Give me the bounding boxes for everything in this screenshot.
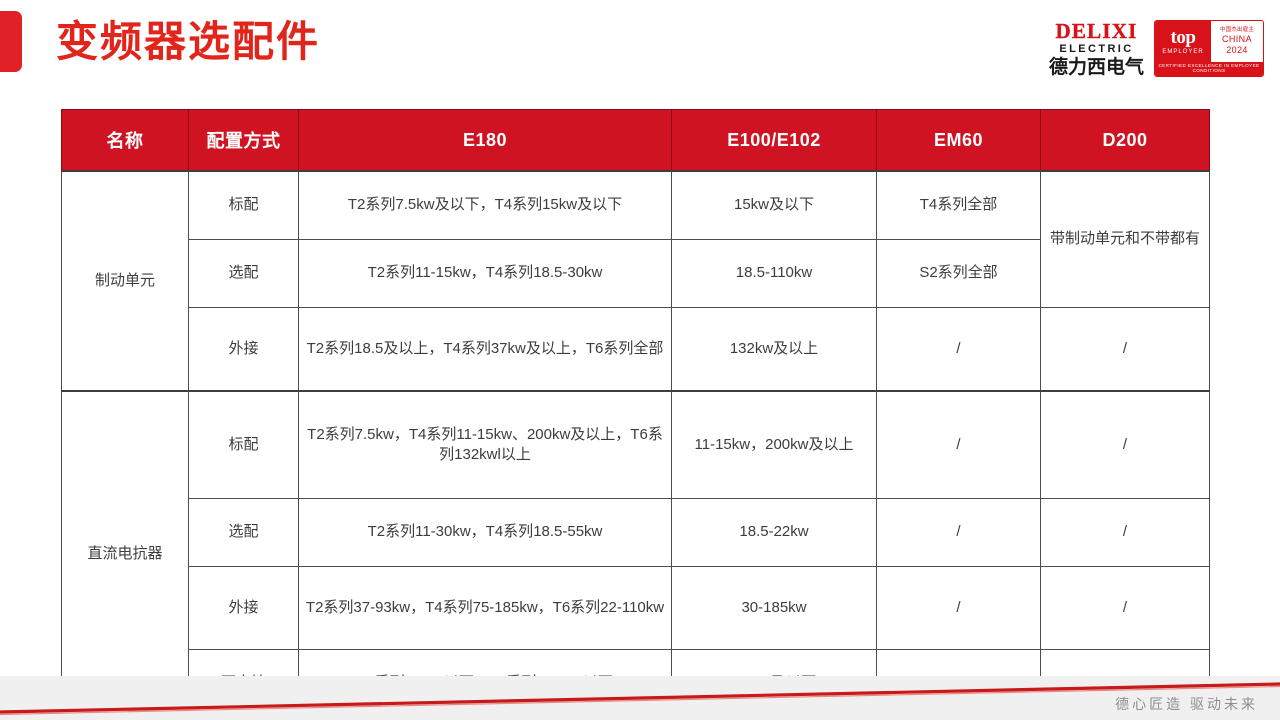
config-cell: 标配: [188, 390, 299, 499]
badge-main: top EMPLOYER 中国杰出雇主 CHINA 2024: [1155, 21, 1263, 63]
col-header-config: 配置方式: [188, 109, 299, 172]
group-name-brake-unit: 制动单元: [61, 170, 189, 392]
page-title: 变频器选配件: [56, 18, 321, 65]
brand-block: DELIXI ELECTRIC 德力西电气 top EMPLOYER 中国杰出雇…: [1049, 20, 1264, 77]
value-cell-em60: /: [876, 307, 1041, 392]
value-cell-em60: S2系列全部: [876, 239, 1041, 308]
top-employer-badge: top EMPLOYER 中国杰出雇主 CHINA 2024 CERTIFIED…: [1154, 20, 1264, 77]
badge-year: 2024: [1226, 45, 1248, 56]
config-cell: 外接: [188, 307, 299, 392]
value-cell-em60: /: [876, 390, 1041, 499]
value-cell-e100: 30-185kw: [671, 566, 877, 650]
value-cell-e100: 15kw及以下: [671, 170, 877, 240]
table-head: 名称 配置方式 E180 E100/E102 EM60 D200: [61, 109, 1210, 172]
config-cell: 选配: [188, 239, 299, 308]
value-cell-e100: 132kw及以上: [671, 307, 877, 392]
badge-strip: CERTIFIED EXCELLENCE IN EMPLOYEE CONDITI…: [1155, 62, 1263, 76]
col-header-e100: E100/E102: [671, 109, 877, 172]
value-cell-e180: T2系列11-15kw，T4系列18.5-30kw: [298, 239, 672, 308]
table-row: 选配 T2系列11-15kw，T4系列18.5-30kw 18.5-110kw …: [62, 239, 1210, 308]
badge-employer-word: EMPLOYER: [1162, 49, 1204, 56]
badge-cn-label: 中国杰出雇主: [1219, 26, 1255, 33]
table-row: 制动单元 标配 T2系列7.5kw及以下，T4系列15kw及以下 15kw及以下…: [61, 170, 1210, 392]
table-row: 选配 T2系列11-30kw，T4系列18.5-55kw 18.5-22kw /…: [62, 498, 1210, 567]
spec-table: 名称 配置方式 E180 E100/E102 EM60 D200 制动单元 标配…: [61, 109, 1210, 717]
badge-left-panel: top EMPLOYER: [1155, 21, 1211, 63]
table-row: 外接 T2系列37-93kw，T4系列75-185kw，T6系列22-110kw…: [62, 566, 1210, 650]
footer-slogan: 德心匠造 驱动未来: [1115, 696, 1258, 712]
badge-country: CHINA: [1221, 33, 1252, 44]
value-cell-e100: 18.5-110kw: [671, 239, 877, 308]
delixi-logo-cn: 德力西电气: [1048, 56, 1144, 78]
table-row: 外接 T2系列18.5及以上，T4系列37kw及以上，T6系列全部 132kw及…: [62, 307, 1210, 392]
delixi-logo-en: DELIXI: [1055, 18, 1138, 43]
value-cell-e180: T2系列7.5kw，T4系列11-15kw、200kw及以上，T6系列132kw…: [298, 390, 672, 499]
value-cell-em60: T4系列全部: [876, 170, 1041, 240]
spec-table-wrap: 名称 配置方式 E180 E100/E102 EM60 D200 制动单元 标配…: [61, 109, 1210, 717]
col-header-em60: EM60: [876, 109, 1041, 172]
badge-right-panel: 中国杰出雇主 CHINA 2024: [1211, 21, 1263, 62]
value-cell-d200: /: [1040, 390, 1210, 499]
delixi-logo: DELIXI ELECTRIC 德力西电气: [1048, 18, 1144, 78]
badge-top-word: top: [1170, 27, 1196, 49]
title-accent-bar: [0, 11, 22, 72]
value-cell-e180: T2系列7.5kw及以下，T4系列15kw及以下: [298, 170, 672, 240]
value-cell-em60: /: [876, 498, 1041, 567]
value-cell-em60: /: [876, 566, 1041, 650]
value-cell-e100: 18.5-22kw: [671, 498, 877, 567]
value-cell-d200: /: [1040, 498, 1210, 567]
footer-diagonal-line: [0, 682, 1280, 716]
value-cell-d200: /: [1040, 307, 1210, 392]
config-cell: 外接: [188, 566, 299, 650]
col-header-name: 名称: [61, 109, 189, 172]
value-cell-d200: 带制动单元和不带都有: [1040, 170, 1210, 308]
footer-band: 德心匠造 驱动未来: [0, 676, 1280, 720]
col-header-d200: D200: [1040, 109, 1210, 172]
col-header-e180: E180: [298, 109, 672, 172]
value-cell-e180: T2系列18.5及以上，T4系列37kw及以上，T6系列全部: [298, 307, 672, 392]
group-name-dc-reactor: 直流电抗器: [61, 390, 189, 717]
table-body: 制动单元 标配 T2系列7.5kw及以下，T4系列15kw及以下 15kw及以下…: [61, 170, 1210, 717]
table-header-row: 名称 配置方式 E180 E100/E102 EM60 D200: [61, 109, 1210, 172]
delixi-logo-sub: ELECTRIC: [1059, 42, 1134, 55]
value-cell-e100: 11-15kw，200kw及以上: [671, 390, 877, 499]
value-cell-e180: T2系列11-30kw，T4系列18.5-55kw: [298, 498, 672, 567]
config-cell: 标配: [188, 170, 299, 240]
value-cell-d200: /: [1040, 566, 1210, 650]
value-cell-e180: T2系列37-93kw，T4系列75-185kw，T6系列22-110kw: [298, 566, 672, 650]
table-row: 直流电抗器 标配 T2系列7.5kw，T4系列11-15kw、200kw及以上，…: [61, 390, 1210, 717]
config-cell: 选配: [188, 498, 299, 567]
